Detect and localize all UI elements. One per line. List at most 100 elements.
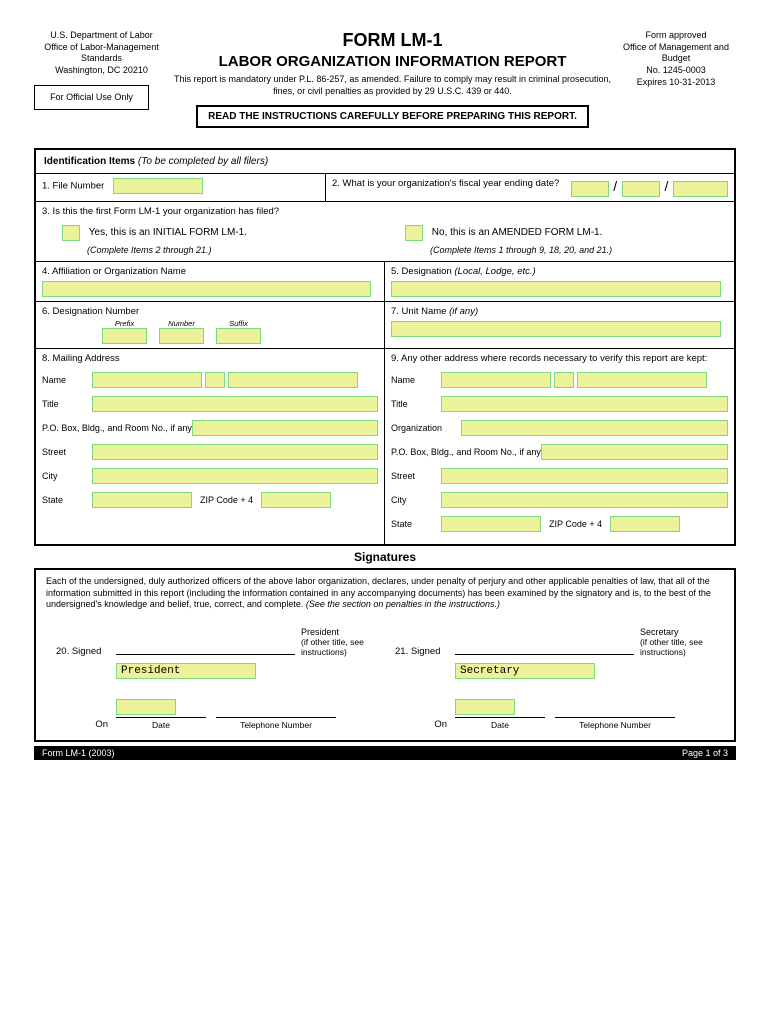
pobox-label-9: P.O. Box, Bldg., and Room No., if any — [391, 447, 541, 457]
name8-field2[interactable] — [205, 372, 225, 388]
unit-name-field[interactable] — [391, 321, 721, 337]
official-use-box: For Official Use Only — [34, 85, 149, 111]
item9-label: 9. Any other address where records neces… — [391, 353, 728, 364]
street-label-8: Street — [42, 447, 92, 457]
city-label-8: City — [42, 471, 92, 481]
title-label-9: Title — [391, 399, 441, 409]
street8-field[interactable] — [92, 444, 378, 460]
instructions-box: READ THE INSTRUCTIONS CAREFULLY BEFORE P… — [196, 105, 589, 128]
approved-line4: Expires 10-31-2013 — [616, 77, 736, 89]
dept-line1: U.S. Department of Labor — [34, 30, 169, 42]
approved-line2: Office of Management and Budget — [616, 42, 736, 65]
name-label-9: Name — [391, 375, 441, 385]
pobox-label-8: P.O. Box, Bldg., and Room No., if any — [42, 423, 192, 433]
item1-label: 1. File Number — [42, 181, 104, 192]
no-sub: (Complete Items 1 through 9, 18, 20, and… — [405, 245, 728, 255]
approval-info: Form approved Office of Management and B… — [616, 30, 736, 88]
name8-field1[interactable] — [92, 372, 202, 388]
state9-field[interactable] — [441, 516, 541, 532]
title8-field[interactable] — [92, 396, 378, 412]
zip-label-9: ZIP Code + 4 — [549, 519, 602, 529]
secretary-value-field[interactable]: Secretary — [455, 663, 595, 679]
other-title-20: (if other title, see instructions) — [301, 637, 375, 657]
form-header: U.S. Department of Labor Office of Labor… — [34, 30, 736, 140]
no-text: No, this is an AMENDED FORM LM-1. — [432, 227, 603, 238]
title-block: FORM LM-1 LABOR ORGANIZATION INFORMATION… — [169, 30, 616, 140]
ident-header-bold: Identification Items — [44, 156, 135, 167]
signatures-title: Signatures — [34, 546, 736, 568]
item1-cell: 1. File Number — [36, 174, 326, 200]
approved-line3: No. 1245-0003 — [616, 65, 736, 77]
item7-italic: (if any) — [446, 306, 478, 317]
item6-label: 6. Designation Number — [42, 306, 378, 317]
org-label-9: Organization — [391, 423, 461, 433]
prefix-field[interactable] — [102, 328, 147, 344]
yes-sub: (Complete Items 2 through 21.) — [62, 245, 385, 255]
fiscal-mm-field[interactable] — [571, 181, 609, 197]
pobox9-field[interactable] — [541, 444, 728, 460]
identification-section: Identification Items (To be completed by… — [34, 148, 736, 545]
item9-cell: 9. Any other address where records neces… — [385, 349, 734, 544]
org9-field[interactable] — [461, 420, 728, 436]
tel-label-20: Telephone Number — [216, 720, 336, 730]
street-label-9: Street — [391, 471, 441, 481]
pobox8-field[interactable] — [192, 420, 378, 436]
dept-info: U.S. Department of Labor Office of Labor… — [34, 30, 169, 110]
on-label-20: On — [56, 719, 116, 730]
item4-label: 4. Affiliation or Organization Name — [42, 266, 378, 277]
name8-field3[interactable] — [228, 372, 358, 388]
initial-checkbox[interactable] — [62, 225, 80, 241]
approved-line1: Form approved — [616, 30, 736, 42]
sig20-label: 20. Signed — [56, 646, 116, 657]
name9-field1[interactable] — [441, 372, 551, 388]
sig-text-italic: (See the section on penalties in the ins… — [303, 599, 500, 609]
suffix-field[interactable] — [216, 328, 261, 344]
date21-field[interactable] — [455, 699, 515, 715]
fiscal-dd-field[interactable] — [622, 181, 660, 197]
other-title-21: (if other title, see instructions) — [640, 637, 714, 657]
name9-field3[interactable] — [577, 372, 707, 388]
amended-checkbox[interactable] — [405, 225, 423, 241]
fiscal-yyyy-field[interactable] — [673, 181, 728, 197]
sig20-col: 20. Signed President (if other title, se… — [46, 627, 385, 730]
item8-label: 8. Mailing Address — [42, 353, 378, 364]
item4-cell: 4. Affiliation or Organization Name — [36, 262, 385, 301]
date-label-20: Date — [116, 720, 206, 730]
item2-label: 2. What is your organization's fiscal ye… — [332, 178, 559, 189]
prefix-label: Prefix — [102, 319, 147, 328]
zip-label-8: ZIP Code + 4 — [200, 495, 253, 505]
footer-right: Page 1 of 3 — [682, 748, 728, 758]
file-number-field[interactable] — [113, 178, 203, 194]
state-label-8: State — [42, 495, 92, 505]
zip9-field[interactable] — [610, 516, 680, 532]
mandatory-text: This report is mandatory under P.L. 86-2… — [169, 74, 616, 97]
item5-label: 5. Designation — [391, 266, 452, 277]
item8-cell: 8. Mailing Address Name Title P.O. Box, … — [36, 349, 385, 544]
ident-header: Identification Items (To be completed by… — [36, 150, 734, 174]
city8-field[interactable] — [92, 468, 378, 484]
affiliation-field[interactable] — [42, 281, 371, 297]
tel-label-21: Telephone Number — [555, 720, 675, 730]
sig21-col: 21. Signed Secretary (if other title, se… — [385, 627, 724, 730]
title-label-8: Title — [42, 399, 92, 409]
date20-field[interactable] — [116, 699, 176, 715]
president-value-field[interactable]: President — [116, 663, 256, 679]
item2-cell: 2. What is your organization's fiscal ye… — [326, 174, 734, 200]
designation-field[interactable] — [391, 281, 721, 297]
title9-field[interactable] — [441, 396, 728, 412]
sig21-label: 21. Signed — [395, 646, 455, 657]
number-field[interactable] — [159, 328, 204, 344]
form-title-2: LABOR ORGANIZATION INFORMATION REPORT — [169, 53, 616, 70]
street9-field[interactable] — [441, 468, 728, 484]
item7-cell: 7. Unit Name (if any) — [385, 302, 734, 348]
sig-declaration: Each of the undersigned, duly authorized… — [36, 570, 734, 617]
state8-field[interactable] — [92, 492, 192, 508]
item5-cell: 5. Designation (Local, Lodge, etc.) — [385, 262, 734, 301]
secretary-label: Secretary — [640, 627, 714, 637]
zip8-field[interactable] — [261, 492, 331, 508]
city9-field[interactable] — [441, 492, 728, 508]
footer-left: Form LM-1 (2003) — [42, 748, 115, 758]
name9-field2[interactable] — [554, 372, 574, 388]
dept-line3: Washington, DC 20210 — [34, 65, 169, 77]
city-label-9: City — [391, 495, 441, 505]
